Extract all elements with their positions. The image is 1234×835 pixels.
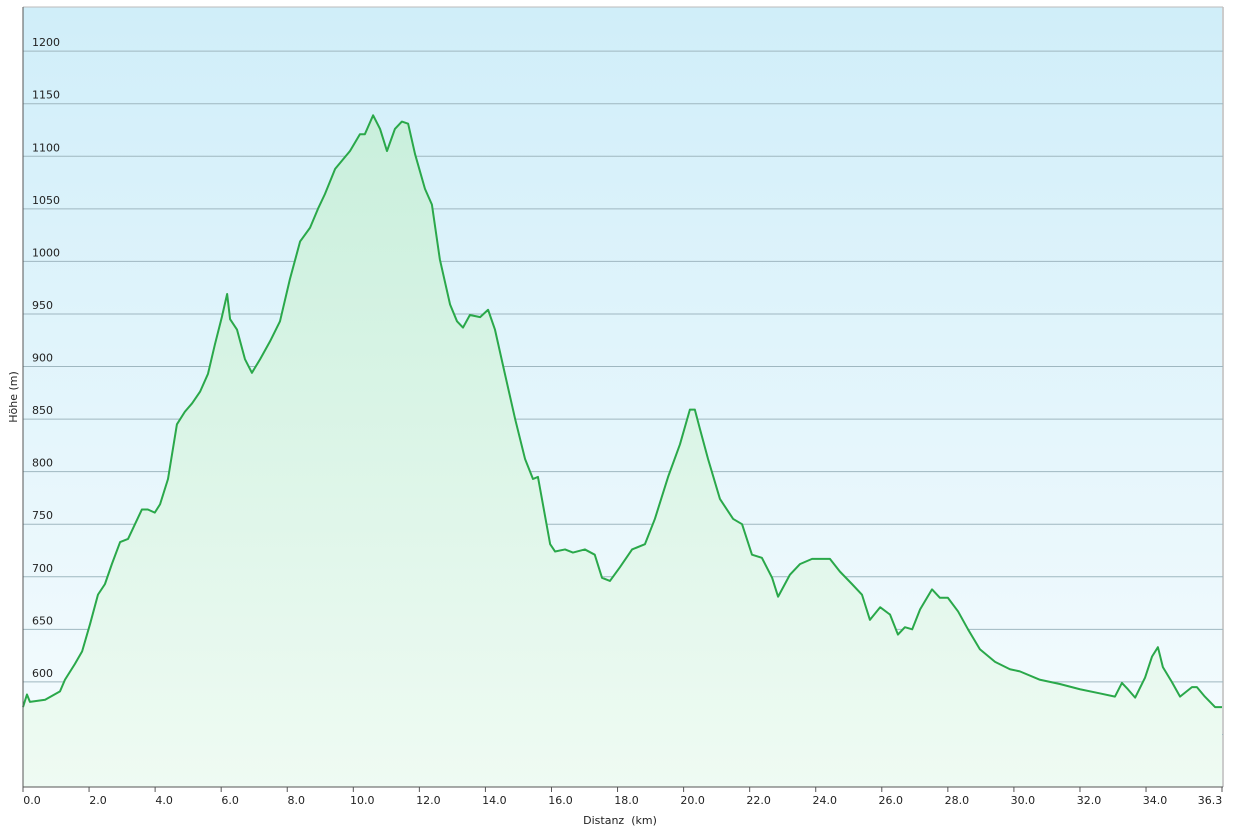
y-tick-label: 1150 bbox=[32, 89, 60, 102]
x-tick-label: 12.0 bbox=[416, 794, 441, 807]
y-tick-label: 650 bbox=[32, 614, 53, 627]
x-tick-label: 6.0 bbox=[221, 794, 239, 807]
x-tick-label: 28.0 bbox=[945, 794, 970, 807]
y-tick-label: 1050 bbox=[32, 194, 60, 207]
y-tick-label: 600 bbox=[32, 667, 53, 680]
y-tick-label: 800 bbox=[32, 457, 53, 470]
x-tick-label: 22.0 bbox=[746, 794, 771, 807]
y-tick-label: 1100 bbox=[32, 141, 60, 154]
y-tick-label: 1000 bbox=[32, 246, 60, 259]
y-tick-label: 950 bbox=[32, 299, 53, 312]
x-tick-label: 24.0 bbox=[812, 794, 837, 807]
x-axis-title: Distanz (km) bbox=[583, 814, 657, 827]
x-tick-label: 30.0 bbox=[1011, 794, 1036, 807]
x-tick-label: 20.0 bbox=[680, 794, 705, 807]
x-tick-label: 32.0 bbox=[1077, 794, 1102, 807]
y-tick-label: 750 bbox=[32, 509, 53, 522]
y-tick-label: 700 bbox=[32, 562, 53, 575]
x-tick-label: 0.0 bbox=[23, 794, 41, 807]
elevation-line bbox=[22, 114, 1222, 709]
x-tick-label: 14.0 bbox=[482, 794, 507, 807]
y-tick-label: 900 bbox=[32, 352, 53, 365]
x-tick-label: 36.3 bbox=[1198, 794, 1223, 807]
area-fill bbox=[23, 115, 1222, 787]
x-tick-label: 4.0 bbox=[155, 794, 173, 807]
y-tick-label: 1200 bbox=[32, 36, 60, 49]
x-tick-label: 16.0 bbox=[548, 794, 573, 807]
x-tick-label: 2.0 bbox=[89, 794, 107, 807]
x-tick-label: 34.0 bbox=[1143, 794, 1168, 807]
x-tick-label: 8.0 bbox=[287, 794, 305, 807]
y-tick-label: 850 bbox=[32, 404, 53, 417]
x-tick-label: 18.0 bbox=[614, 794, 639, 807]
y-axis-title: Höhe (m) bbox=[7, 371, 20, 423]
x-tick-label: 10.0 bbox=[350, 794, 375, 807]
x-tick-label: 26.0 bbox=[879, 794, 904, 807]
